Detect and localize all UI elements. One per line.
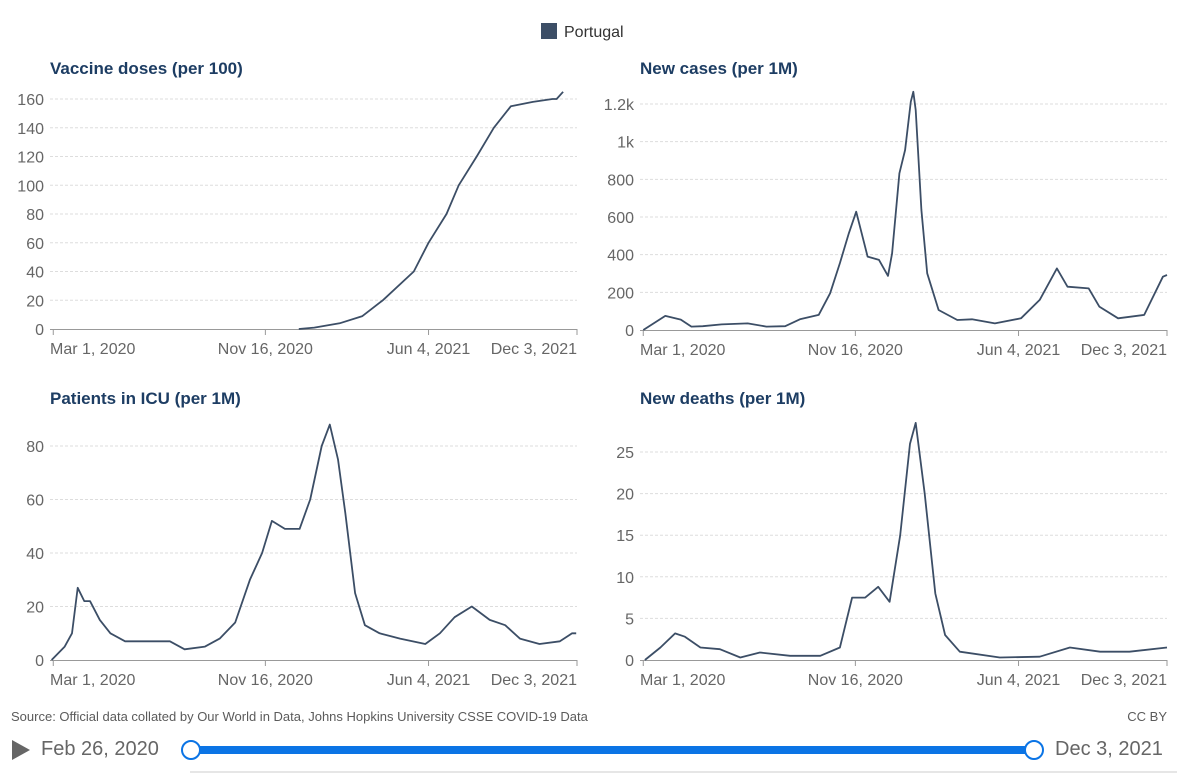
chart-title: Vaccine doses (per 100) [50, 59, 243, 78]
new-deaths-chart: New deaths (per 1M) 0 5 10 15 20 25 Mar 1, 2020… [616, 389, 1168, 689]
y-tick-label: 1k [617, 135, 635, 152]
x-tick-label: Mar 1, 2020 [50, 341, 135, 358]
y-tick-label: 40 [26, 265, 44, 282]
y-tick-label: 80 [26, 439, 44, 456]
y-tick-label: 120 [17, 150, 44, 167]
y-tick-label: 20 [616, 487, 634, 504]
icu-patients-chart: Patients in ICU (per 1M) 0 20 40 60 80 Mar 1, … [26, 389, 578, 689]
y-tick-label: 1.2k [604, 97, 635, 114]
y-tick-label: 800 [607, 172, 634, 189]
chart-title: New cases (per 1M) [640, 59, 798, 78]
play-icon[interactable] [12, 740, 30, 760]
x-tick-label: Jun 4, 2021 [977, 672, 1061, 689]
y-tick-label: 5 [625, 611, 634, 628]
legend[interactable]: Portugal [541, 23, 624, 41]
chart-title: Patients in ICU (per 1M) [50, 389, 241, 408]
y-tick-label: 80 [26, 207, 44, 224]
x-tick-label: Nov 16, 2020 [808, 672, 903, 689]
chart-title: New deaths (per 1M) [640, 389, 805, 408]
license-link[interactable]: CC BY [1127, 709, 1167, 724]
y-tick-label: 200 [607, 285, 634, 302]
divider [190, 771, 1177, 773]
series-line-portugal[interactable] [644, 421, 1168, 661]
y-tick-label: 60 [26, 236, 44, 253]
source-note: Source: Official data collated by Our Wo… [11, 709, 588, 724]
y-tick-label: 100 [17, 178, 44, 195]
x-tick-label: Dec 3, 2021 [491, 341, 577, 358]
x-tick-label: Jun 4, 2021 [387, 672, 471, 689]
vaccine-doses-chart: Vaccine doses (per 100) 0 20 40 60 80 100 120 14… [17, 59, 578, 358]
y-tick-label: 10 [616, 570, 634, 587]
x-tick-label: Jun 4, 2021 [387, 341, 471, 358]
y-tick-label: 40 [26, 546, 44, 563]
series-line-portugal[interactable] [50, 423, 577, 661]
x-tick-label: Mar 1, 2020 [50, 672, 135, 689]
legend-swatch-portugal [541, 23, 557, 39]
series-line-portugal[interactable] [642, 90, 1168, 331]
y-tick-label: 25 [616, 445, 634, 462]
y-tick-label: 600 [607, 210, 634, 227]
y-tick-label: 60 [26, 493, 44, 510]
timeline-end-handle[interactable] [1024, 740, 1044, 760]
x-tick-label: Mar 1, 2020 [640, 672, 725, 689]
x-tick-label: Nov 16, 2020 [808, 342, 903, 359]
new-cases-chart: New cases (per 1M) 0 200 400 600 800 1k 1.2k Mar… [604, 59, 1168, 359]
y-tick-label: 20 [26, 600, 44, 617]
timeline-slider-track[interactable] [190, 746, 1033, 754]
y-tick-label: 160 [17, 92, 44, 109]
x-tick-label: Dec 3, 2021 [1081, 672, 1167, 689]
x-tick-label: Nov 16, 2020 [218, 341, 313, 358]
x-tick-label: Nov 16, 2020 [218, 672, 313, 689]
y-tick-label: 15 [616, 528, 634, 545]
timeline-start-label: Feb 26, 2020 [41, 738, 159, 760]
small-multiples-chart: Portugal Vaccine doses (per 100) 0 20 40 60 8… [17, 23, 1168, 689]
y-tick-label: 0 [35, 653, 44, 670]
y-tick-label: 0 [625, 323, 634, 340]
x-tick-label: Mar 1, 2020 [640, 342, 725, 359]
y-tick-label: 0 [625, 653, 634, 670]
timeline-start-handle[interactable] [181, 740, 201, 760]
timeline-end-label: Dec 3, 2021 [1055, 738, 1163, 760]
series-line-portugal[interactable] [298, 91, 564, 330]
y-tick-label: 20 [26, 293, 44, 310]
y-tick-label: 140 [17, 121, 44, 138]
y-tick-label: 400 [607, 248, 634, 265]
y-tick-label: 0 [35, 322, 44, 339]
x-tick-label: Jun 4, 2021 [977, 342, 1061, 359]
legend-label-portugal: Portugal [564, 24, 624, 41]
x-tick-label: Dec 3, 2021 [1081, 342, 1167, 359]
x-tick-label: Dec 3, 2021 [491, 672, 577, 689]
